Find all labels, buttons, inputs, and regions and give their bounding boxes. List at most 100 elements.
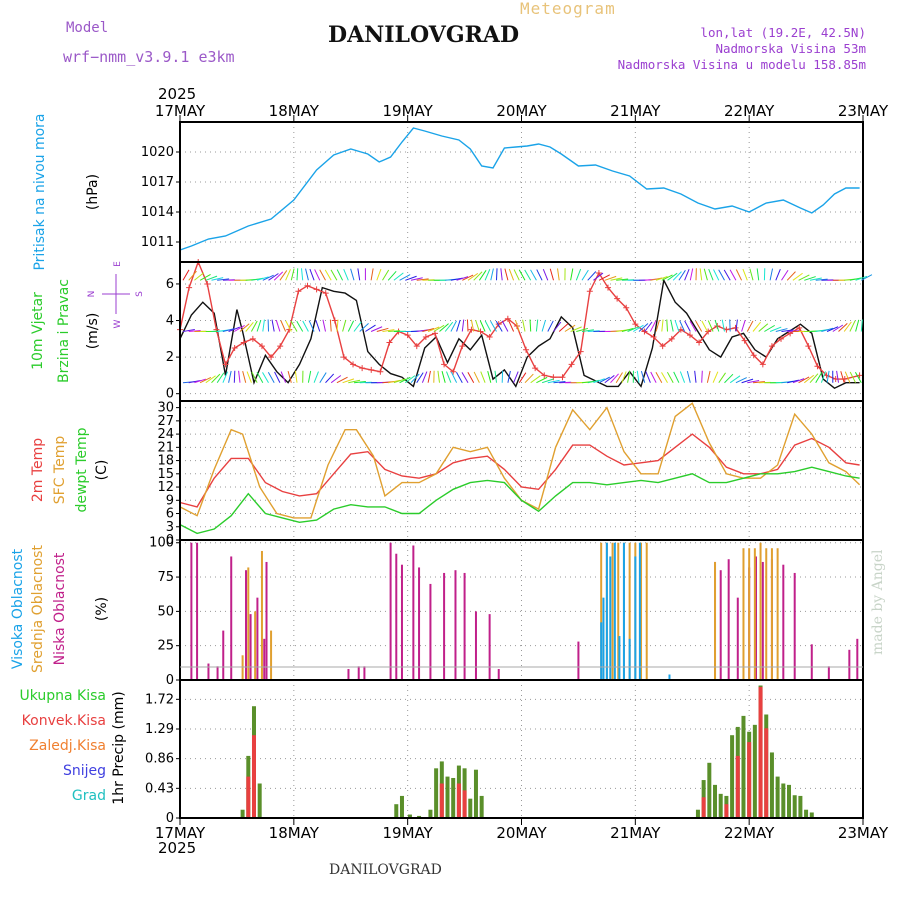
gust-marker [632,321,639,328]
wind-arrow [587,379,600,384]
bar-mark [634,556,637,680]
bar-mark [622,542,625,680]
wind-arrow [387,271,397,281]
y-tick-label: 0 [166,387,174,402]
wind-arrow [325,373,335,384]
compass-letter: N [87,291,97,298]
wind-arrow [302,320,309,332]
wind-arrow [324,269,332,281]
bar-mark [611,542,614,680]
wind-arrow [238,370,241,383]
bar-mark [456,783,461,818]
wind-arrow [558,323,569,332]
wind-arrow [314,269,321,281]
wind-arrow [262,274,274,281]
wind-arrow [820,371,826,383]
wind-arrow [461,319,465,332]
bar-mark [736,597,739,680]
year-label-bottom: 2025 [158,839,196,857]
wind-arrow [473,271,483,281]
wind-arrow [524,269,532,281]
gust-marker [486,333,493,340]
bar-mark [412,545,415,680]
wind-arrow [182,269,190,281]
wind-arrow [495,320,503,332]
gust-marker [477,328,484,335]
wind-arrow [775,268,781,281]
y-tick-label: 1.72 [145,692,174,707]
wind-arrow [593,378,605,384]
y-tick-label: 2 [166,350,174,365]
wind-arrow [467,272,479,281]
pressure-label: Pritisak na nivou mora [32,113,48,270]
bar-mark [668,674,671,680]
bar-mark [787,784,792,818]
wind-arrow [860,319,863,332]
wind-arrow [287,371,292,383]
bar-mark [190,542,193,680]
gust-marker [186,284,193,291]
wind-arrow [627,370,631,383]
bar-mark [742,548,745,680]
wind-arrow [262,319,265,332]
wind-arrow [610,373,619,384]
wind-arrow [273,271,284,281]
wind-arrow [250,320,258,332]
bar-mark [207,663,210,680]
gust-marker [386,339,393,346]
wind-arrow [271,319,275,332]
wind-arrow [421,371,428,383]
wind-arrow [615,372,623,383]
bar-mark [695,809,700,818]
wind-arrow [256,276,269,281]
wind-arrow [714,319,720,332]
wind-arrow [798,376,810,384]
wind-arrow [370,268,374,281]
gust-marker [331,317,338,324]
wind-arrow [749,268,754,281]
wind-arrow [694,370,697,383]
wind-arrow [350,268,355,281]
temp-unit-label: (C) [94,460,110,481]
compass-letter: E [113,261,123,267]
x-tick-label-top: 20MAY [496,102,547,120]
wind-arrow [222,328,235,332]
x-tick-label-bottom: 18MAY [269,824,320,842]
gust-marker [240,339,247,346]
wind-arrow [205,375,216,384]
y-tick-label: 4 [166,314,174,329]
wind-arrow [764,324,775,332]
gust-marker [686,332,693,339]
wind-arrow [706,370,711,383]
bar-mark [613,542,616,680]
wind-arrow [279,270,288,281]
wind-arrow [633,324,644,332]
wind-arrow [305,268,309,281]
wind-arrow [844,371,851,383]
wind-arrow [479,320,486,332]
bar-mark [230,556,233,680]
gust-marker [595,269,602,276]
wind-label: 10m Vjetar [30,292,46,370]
compass-cross [102,274,130,314]
gust-marker [313,286,320,293]
wind-arrow [342,319,347,332]
wind-arrow [849,277,862,281]
x-tick-label-top: 19MAY [383,102,434,120]
wind-arrow [650,277,663,281]
bar-mark [246,776,251,818]
wind-arrow [655,276,668,281]
gust-marker [504,315,511,322]
gust-marker [350,361,357,368]
gust-marker [422,333,429,340]
wind-arrow [251,371,258,383]
bar-mark [848,649,851,680]
gust-marker [523,346,530,353]
wind-arrow [557,268,560,281]
gust-marker [459,343,466,350]
bar-mark [240,809,245,818]
wind-arrow [752,321,761,332]
bar-mark [602,597,605,680]
wind-arrow [679,371,686,383]
wind-arrow [627,326,639,332]
